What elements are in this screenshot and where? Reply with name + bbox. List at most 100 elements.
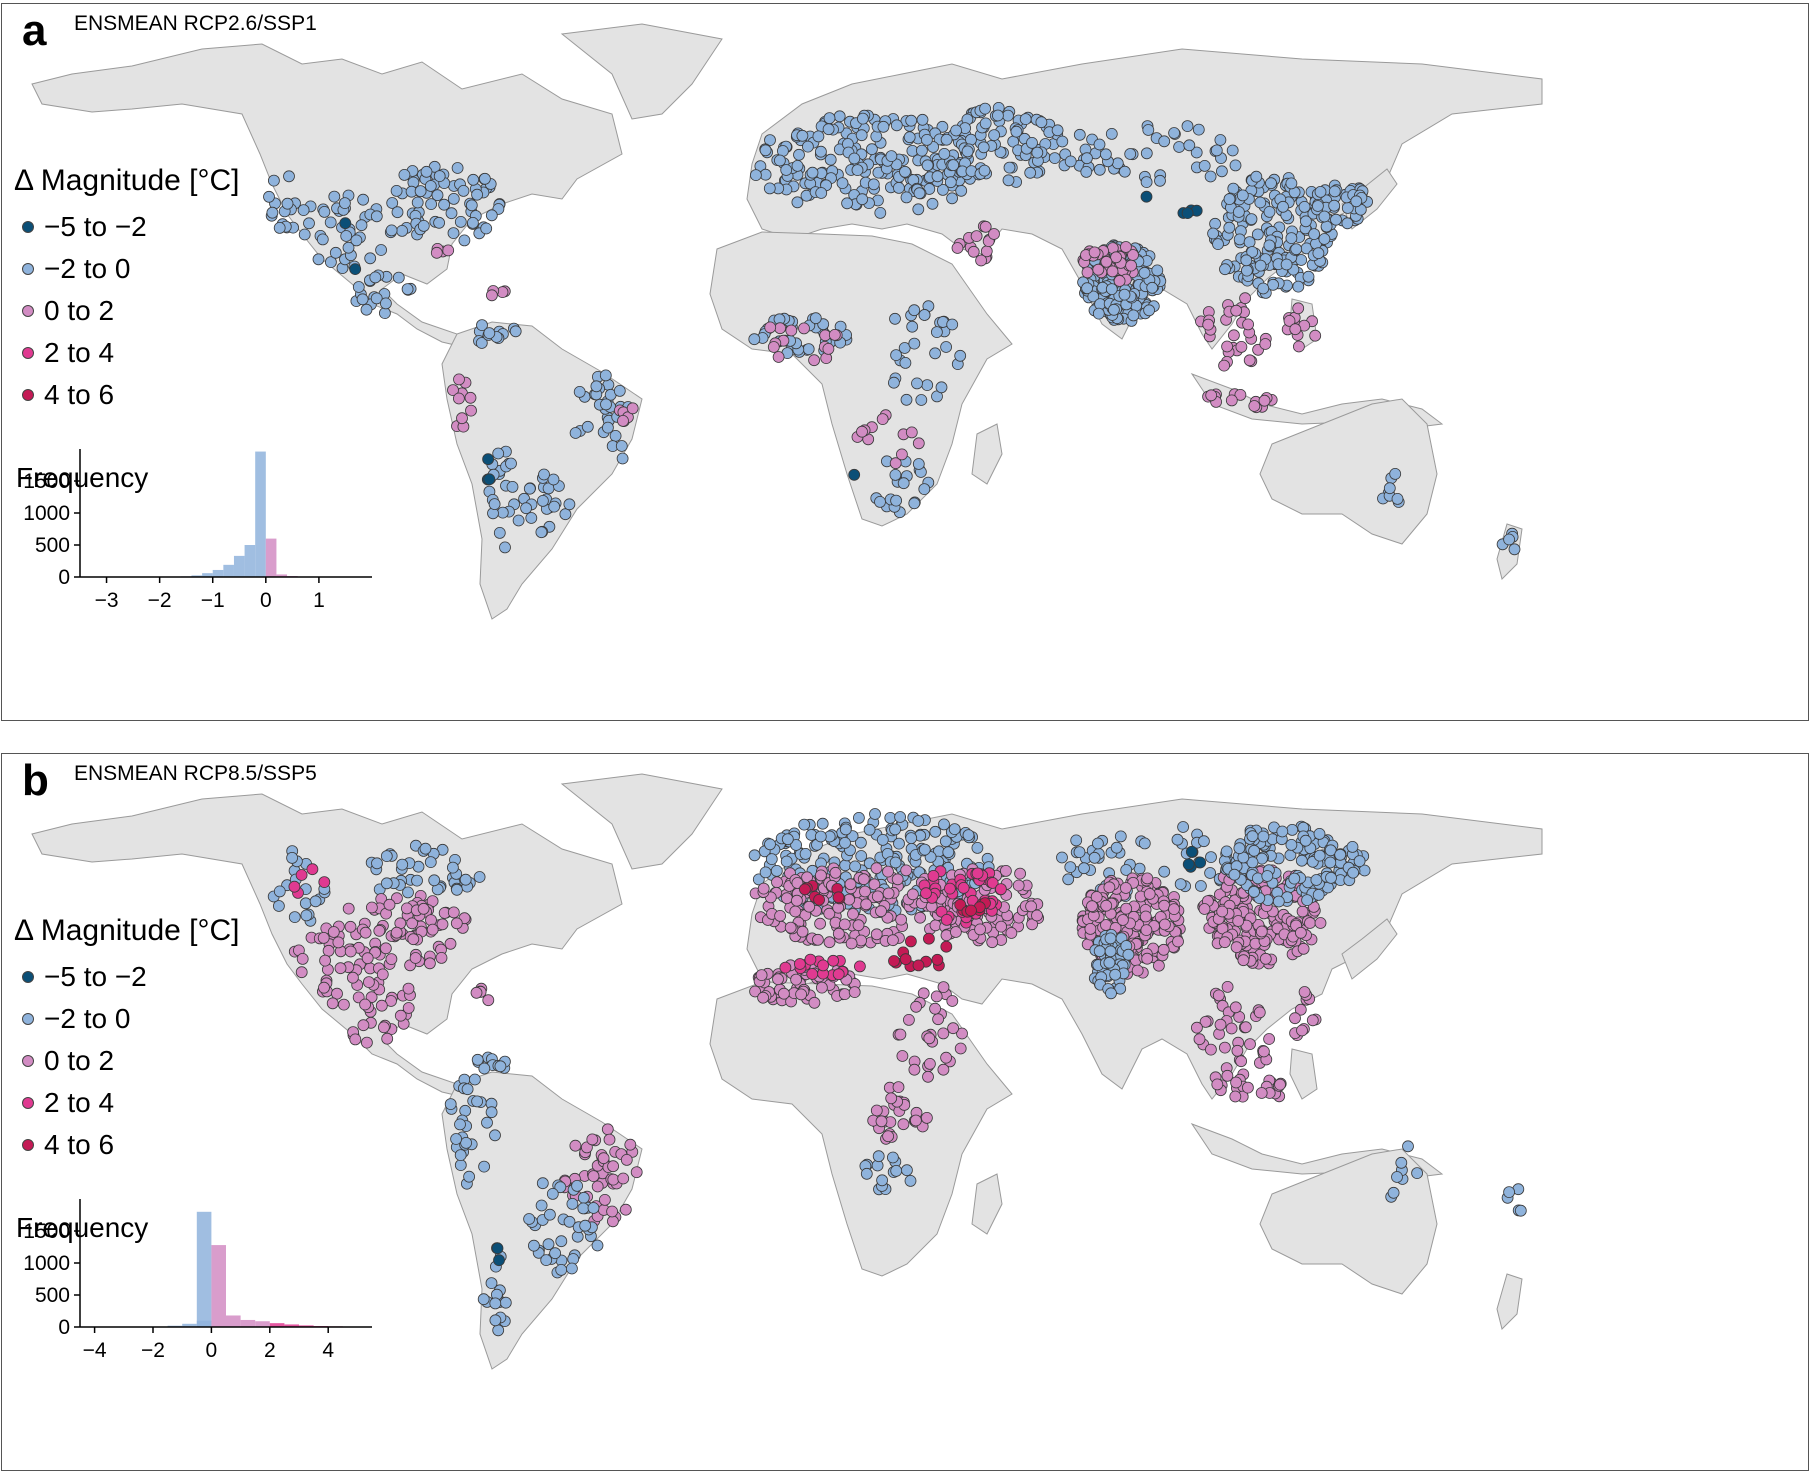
panel-title: ENSMEAN RCP8.5/SSP5 — [74, 762, 317, 785]
city-point-c2 — [587, 1202, 600, 1214]
histogram-bar — [226, 1315, 241, 1327]
city-point-c3 — [871, 890, 884, 903]
city-point-c2 — [537, 494, 549, 507]
city-point-c2 — [380, 877, 393, 890]
city-point-c2 — [370, 292, 383, 305]
city-point-c2 — [806, 166, 819, 179]
city-point-c4 — [944, 882, 956, 895]
city-point-c3 — [1304, 917, 1316, 929]
city-point-c3 — [908, 1063, 921, 1076]
city-point-c2 — [431, 189, 444, 202]
city-point-c2 — [1064, 861, 1077, 873]
city-point-c3 — [785, 324, 798, 337]
city-point-c2 — [281, 197, 294, 210]
city-point-c2 — [342, 241, 355, 254]
city-point-c2 — [478, 1062, 491, 1075]
city-point-c3 — [630, 1166, 643, 1179]
city-point-c2 — [764, 838, 776, 851]
city-point-c2 — [918, 483, 931, 496]
x-tick-label: −4 — [83, 1339, 107, 1362]
city-point-c2 — [298, 228, 311, 241]
city-point-c2 — [876, 1174, 888, 1187]
city-point-c2 — [1146, 281, 1159, 294]
city-point-c2 — [316, 233, 329, 246]
city-point-c5 — [912, 959, 925, 972]
city-point-c2 — [460, 1136, 473, 1149]
city-point-c2 — [1056, 135, 1069, 148]
city-point-c3 — [892, 1081, 905, 1094]
city-point-c3 — [832, 927, 845, 940]
city-point-c2 — [947, 159, 960, 172]
city-point-c2 — [1246, 856, 1259, 869]
city-point-c2 — [1103, 956, 1116, 969]
city-point-c2 — [554, 1181, 567, 1194]
city-point-c3 — [771, 876, 783, 889]
city-point-c2 — [1295, 854, 1308, 867]
y-tick-label: 500 — [35, 1284, 70, 1307]
city-point-c2 — [1002, 174, 1015, 187]
city-point-c2 — [1295, 254, 1308, 266]
city-point-c3 — [1211, 1078, 1224, 1091]
city-point-c3 — [798, 322, 810, 335]
city-point-c3 — [1100, 899, 1113, 912]
city-point-c2 — [764, 134, 776, 147]
city-point-c3 — [447, 906, 460, 919]
legend-label: 4 to 6 — [44, 1129, 115, 1160]
city-point-c3 — [423, 957, 436, 970]
city-point-c3 — [1212, 989, 1225, 1002]
legend-swatch — [22, 347, 34, 359]
city-point-c2 — [417, 219, 430, 232]
city-point-c2 — [523, 482, 536, 495]
city-point-c2 — [912, 815, 925, 827]
city-point-c2 — [1080, 165, 1093, 178]
histogram-bar — [233, 555, 245, 577]
city-point-c2 — [602, 421, 614, 434]
city-point-c2 — [848, 152, 861, 165]
city-point-c3 — [1258, 394, 1271, 407]
city-point-c2 — [793, 148, 805, 161]
panel-b: 0 500 1000 1500 −4 −2 0 2 4 b ENSMEAN RCP8.5/SSP… — [1, 753, 1809, 1471]
city-point-c2 — [549, 1247, 561, 1260]
city-point-c3 — [895, 913, 907, 926]
city-point-c3 — [970, 230, 983, 243]
city-point-c2 — [1064, 155, 1077, 168]
city-point-c2 — [869, 808, 881, 820]
city-points — [267, 808, 1527, 1337]
city-point-c2 — [1048, 152, 1061, 165]
city-point-c2 — [849, 860, 861, 873]
y-tick-label: 1500 — [23, 470, 70, 493]
city-point-c3 — [1012, 879, 1025, 892]
city-point-c2 — [312, 253, 325, 266]
city-point-c3 — [1229, 1090, 1242, 1103]
city-point-c2 — [913, 187, 926, 200]
city-point-c2 — [1026, 136, 1038, 149]
city-point-c2 — [1243, 236, 1256, 249]
city-point-c2 — [447, 227, 460, 240]
city-point-c2 — [900, 191, 913, 204]
city-point-c2 — [523, 1213, 535, 1225]
city-point-c3 — [1214, 1018, 1227, 1031]
city-point-c2 — [489, 1314, 502, 1327]
city-point-c2 — [1391, 492, 1404, 505]
landmass-australia — [1259, 1148, 1438, 1295]
city-point-c2 — [591, 1239, 604, 1252]
city-point-c3 — [1243, 354, 1256, 367]
city-point-c2 — [1158, 865, 1171, 878]
city-point-c3 — [603, 1133, 616, 1146]
city-point-c2 — [425, 198, 438, 211]
city-point-c3 — [875, 905, 887, 918]
city-point-c3 — [896, 448, 908, 461]
y-tick-label: 1500 — [23, 1220, 70, 1243]
city-point-c3 — [1026, 918, 1038, 931]
city-point-c3 — [757, 882, 770, 895]
city-point-c2 — [566, 1262, 578, 1275]
city-point-c2 — [569, 427, 582, 439]
city-point-c2 — [1105, 283, 1118, 296]
city-point-c3 — [337, 998, 350, 1011]
city-point-c2 — [378, 307, 391, 320]
city-point-c2 — [921, 133, 933, 146]
city-point-c5 — [813, 893, 825, 906]
city-point-c3 — [373, 924, 386, 937]
city-point-c2 — [1233, 206, 1245, 218]
city-point-c2 — [1391, 1171, 1403, 1183]
